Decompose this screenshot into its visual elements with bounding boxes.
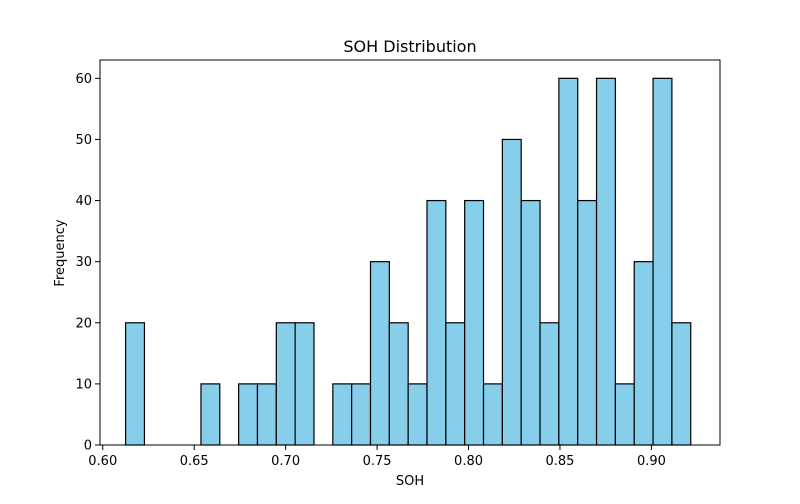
x-tick-label: 0.80 bbox=[454, 454, 483, 469]
histogram-bar bbox=[482, 383, 503, 446]
histogram-bar bbox=[332, 383, 353, 446]
y-tick-label: 0 bbox=[84, 439, 92, 454]
y-tick-label: 40 bbox=[75, 194, 92, 209]
histogram-bar bbox=[614, 383, 635, 446]
histogram-bar bbox=[501, 138, 522, 446]
histogram-bar bbox=[539, 322, 560, 446]
y-tick-label: 50 bbox=[75, 133, 92, 148]
histogram-bar bbox=[652, 77, 673, 446]
histogram-bar bbox=[407, 383, 428, 446]
histogram-bar bbox=[558, 77, 579, 446]
bars-group bbox=[124, 77, 692, 446]
plot-frame bbox=[99, 59, 721, 446]
histogram-bar bbox=[256, 383, 277, 446]
histogram-bar bbox=[426, 199, 447, 446]
histogram-bar bbox=[351, 383, 372, 446]
x-tick-label: 0.60 bbox=[88, 454, 117, 469]
histogram-bar bbox=[671, 322, 692, 446]
y-axis-label: Frequency bbox=[53, 219, 68, 286]
y-tick-label: 20 bbox=[75, 316, 92, 331]
histogram-bar bbox=[275, 322, 296, 446]
y-tick-label: 30 bbox=[75, 255, 92, 270]
y-tick-label: 10 bbox=[75, 377, 92, 392]
histogram-bar bbox=[520, 199, 541, 446]
x-axis: 0.60 0.65 0.70 0.75 0.80 0.85 0.90 bbox=[88, 445, 666, 469]
x-tick-label: 0.85 bbox=[545, 454, 574, 469]
histogram-bar bbox=[464, 199, 485, 446]
histogram-bar bbox=[633, 261, 654, 446]
x-tick-label: 0.75 bbox=[363, 454, 392, 469]
x-tick-label: 0.70 bbox=[271, 454, 300, 469]
histogram-bar bbox=[577, 199, 598, 446]
histogram-bar bbox=[595, 77, 616, 446]
chart-title: SOH Distribution bbox=[343, 37, 476, 56]
x-axis-label: SOH bbox=[396, 474, 424, 489]
y-axis: 0 10 20 30 40 50 60 bbox=[75, 72, 100, 454]
histogram-bar bbox=[124, 322, 146, 446]
histogram-bar bbox=[388, 322, 409, 446]
histogram-bar bbox=[200, 383, 221, 446]
x-tick-label: 0.65 bbox=[180, 454, 209, 469]
histogram-bar bbox=[369, 261, 390, 446]
x-tick-label: 0.90 bbox=[637, 454, 666, 469]
y-tick-label: 60 bbox=[75, 72, 92, 87]
histogram-bar bbox=[445, 322, 466, 446]
histogram-bar bbox=[238, 383, 259, 446]
histogram-bar bbox=[294, 322, 315, 446]
